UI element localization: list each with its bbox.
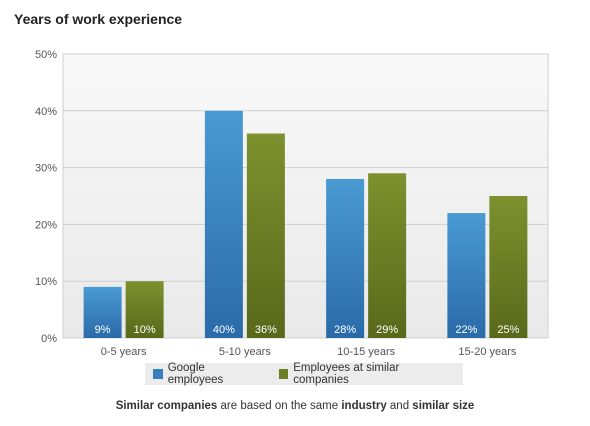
x-tick-label: 10-15 years bbox=[337, 346, 396, 358]
y-tick-label: 0% bbox=[41, 333, 57, 345]
bar bbox=[125, 281, 164, 338]
x-tick-label: 5-10 years bbox=[219, 346, 271, 358]
footnote-bold-1: Similar companies bbox=[115, 400, 218, 412]
legend-item-similar: Employees at similar companies bbox=[278, 362, 453, 386]
bar bbox=[368, 173, 407, 338]
bars: 9% 10% 40% 36% 28% 29% 22% 25% bbox=[83, 110, 528, 338]
bar bbox=[489, 196, 528, 338]
footnote-text-1: are based on the same bbox=[217, 400, 342, 412]
bar bbox=[326, 178, 365, 338]
data-label: 25% bbox=[497, 324, 519, 336]
data-label: 10% bbox=[134, 324, 156, 336]
legend: Google employees Employees at similar co… bbox=[145, 362, 463, 386]
x-axis: 0-5 years 5-10 years 10-15 years 15-20 year… bbox=[101, 346, 517, 358]
data-label: 40% bbox=[213, 324, 235, 336]
legend-label-similar: Employees at similar companies bbox=[293, 362, 400, 386]
footnote-bold-3: similar size bbox=[412, 400, 475, 412]
y-tick-label: 10% bbox=[35, 276, 57, 288]
data-label: 36% bbox=[255, 324, 277, 336]
bar bbox=[447, 213, 486, 338]
footnote: Similar companies are based on the same … bbox=[0, 400, 590, 412]
data-label: 29% bbox=[376, 324, 398, 336]
bar bbox=[246, 133, 285, 338]
legend-swatch-similar bbox=[278, 369, 289, 379]
footnote-text-2: and bbox=[386, 400, 413, 412]
bar bbox=[83, 286, 122, 338]
x-tick-label: 15-20 years bbox=[458, 346, 517, 358]
footnote-bold-2: industry bbox=[341, 400, 387, 412]
bar bbox=[204, 110, 243, 338]
data-label: 22% bbox=[455, 324, 477, 336]
data-label: 28% bbox=[334, 324, 356, 336]
y-tick-label: 20% bbox=[35, 219, 57, 231]
y-tick-label: 30% bbox=[35, 163, 57, 175]
y-tick-label: 50% bbox=[35, 49, 57, 61]
y-tick-label: 40% bbox=[35, 106, 57, 118]
x-tick-label: 0-5 years bbox=[101, 346, 147, 358]
chart: 0% 10% 20% 30% 40% 50% 9% 10% 40% 36% 28% 29% 22% 25… bbox=[35, 49, 549, 358]
legend-label-google: Google employees bbox=[167, 362, 224, 386]
data-label: 9% bbox=[95, 324, 111, 336]
legend-item-google: Google employees bbox=[153, 362, 261, 386]
y-axis: 0% 10% 20% 30% 40% 50% bbox=[35, 49, 57, 345]
legend-swatch-google bbox=[153, 369, 163, 379]
chart-title: Years of work experience bbox=[14, 11, 183, 27]
